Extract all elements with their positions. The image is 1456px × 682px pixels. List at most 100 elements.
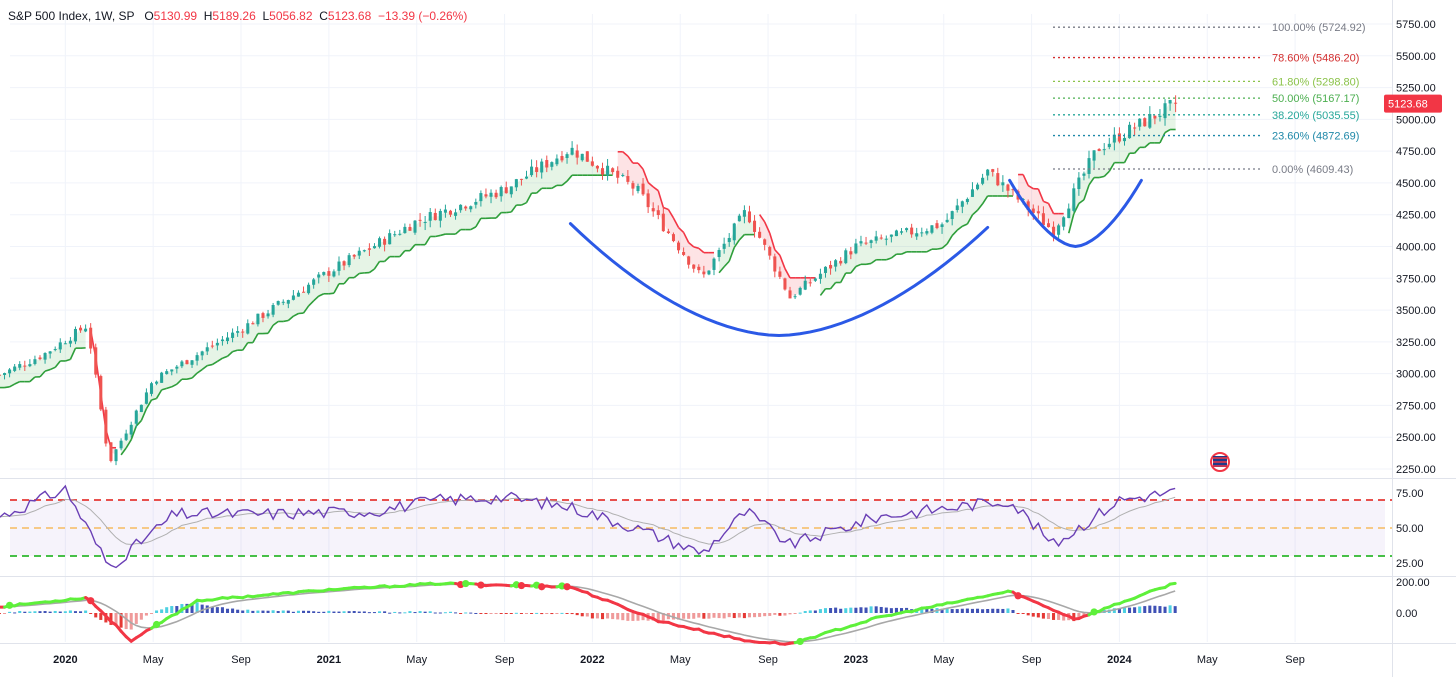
candle-body <box>49 351 52 353</box>
macd-histogram-bar <box>702 613 705 619</box>
candle-body <box>951 211 954 219</box>
candle-body <box>28 364 31 366</box>
candle <box>1067 203 1070 218</box>
macd-histogram-bar <box>844 608 847 613</box>
trend-fill-segment <box>466 207 471 229</box>
candle-body <box>454 212 457 216</box>
candle-body <box>996 173 999 185</box>
open-label: O <box>144 9 153 23</box>
macd-histogram-bar <box>550 613 553 614</box>
candle-body <box>606 166 609 176</box>
candle-body <box>1062 217 1065 226</box>
candle-body <box>393 234 396 235</box>
macd-histogram-bar <box>1148 606 1151 613</box>
candle-body <box>768 247 771 256</box>
macd-cross-dot <box>1014 592 1021 599</box>
candle-body <box>170 369 173 371</box>
macd-cross-dot <box>462 580 469 587</box>
macd-histogram-bar <box>64 611 67 613</box>
trend-fill-segment <box>278 302 283 322</box>
candle <box>292 290 295 300</box>
candle-body <box>145 392 148 403</box>
macd-histogram-bar <box>89 613 92 614</box>
macd-histogram-bar <box>277 611 280 613</box>
macd-histogram-bar <box>753 613 756 617</box>
candle-body <box>353 255 356 257</box>
candle <box>373 243 376 249</box>
candle <box>1143 117 1146 126</box>
candle-body <box>804 281 807 290</box>
candle-body <box>596 166 599 169</box>
candle-body <box>642 184 645 195</box>
candle-body <box>915 233 918 236</box>
candle-body <box>449 211 452 215</box>
trend-fill-segment <box>20 366 25 382</box>
candle-body <box>206 347 209 351</box>
candle-body <box>439 211 442 221</box>
time-axis-label: 2021 <box>317 654 341 666</box>
candle-body <box>621 175 624 176</box>
candle-body <box>682 252 685 255</box>
macd-histogram-bar <box>307 611 310 613</box>
macd-histogram-bar <box>267 611 270 613</box>
candle-body <box>571 148 574 155</box>
candle-body <box>1138 119 1141 127</box>
symbol-name: S&P 500 Index, 1W, SP <box>8 9 134 23</box>
candle-body <box>459 205 462 210</box>
macd-histogram-bar <box>535 613 538 614</box>
candle-body <box>1047 223 1050 227</box>
macd-histogram-bar <box>748 613 751 617</box>
trend-stop-segment <box>506 212 511 213</box>
candle-body <box>302 292 305 293</box>
candle-body <box>662 214 665 231</box>
trend-fill-segment <box>0 374 5 388</box>
candle-body <box>763 239 766 245</box>
macd-histogram-bar <box>966 609 969 613</box>
macd-histogram-bar <box>819 609 822 613</box>
macd-histogram-bar <box>875 606 878 613</box>
candle-body <box>935 223 938 228</box>
candle <box>591 157 594 167</box>
macd-histogram-bar <box>768 613 771 616</box>
candle-body <box>1143 118 1146 126</box>
candle-body <box>490 193 493 197</box>
trend-fill-segment <box>1170 102 1176 130</box>
macd-histogram-bar <box>150 613 153 614</box>
candle-body <box>946 220 949 222</box>
candle <box>971 182 974 197</box>
candle-body <box>292 295 295 299</box>
candle-body <box>540 162 543 173</box>
candle-body <box>424 222 427 223</box>
candle-body <box>773 256 776 271</box>
macd-histogram-bar <box>560 613 563 614</box>
candle-body <box>545 160 548 167</box>
trend-fill-segment <box>329 273 334 293</box>
candle <box>307 283 310 295</box>
macd-histogram-bar <box>343 611 346 613</box>
macd-histogram-bar <box>626 613 629 621</box>
fib-label: 78.60% (5486.20) <box>1272 53 1359 65</box>
candle-body <box>865 243 868 244</box>
macd-histogram-bar <box>469 613 472 614</box>
candle <box>530 159 533 176</box>
macd-histogram-bar <box>322 612 325 613</box>
macd-histogram-bar <box>256 611 259 613</box>
candle-body <box>484 194 487 196</box>
macd-axis-label: 200.00 <box>1396 577 1430 589</box>
trend-fill-segment <box>902 229 907 254</box>
candle-body <box>1067 209 1070 218</box>
candle-body <box>1001 182 1004 185</box>
macd-histogram-bar <box>353 611 356 613</box>
candle <box>687 256 690 269</box>
macd-histogram-bar <box>601 613 604 619</box>
macd-histogram-bar <box>829 608 832 613</box>
macd-histogram-bar <box>758 613 761 617</box>
trend-stop-segment <box>1099 176 1104 177</box>
candle-body <box>403 227 406 233</box>
macd-histogram-bar <box>865 608 868 613</box>
candle-body <box>413 221 416 233</box>
candle-body <box>241 332 244 333</box>
candle <box>976 183 979 191</box>
candle-body <box>981 178 984 184</box>
